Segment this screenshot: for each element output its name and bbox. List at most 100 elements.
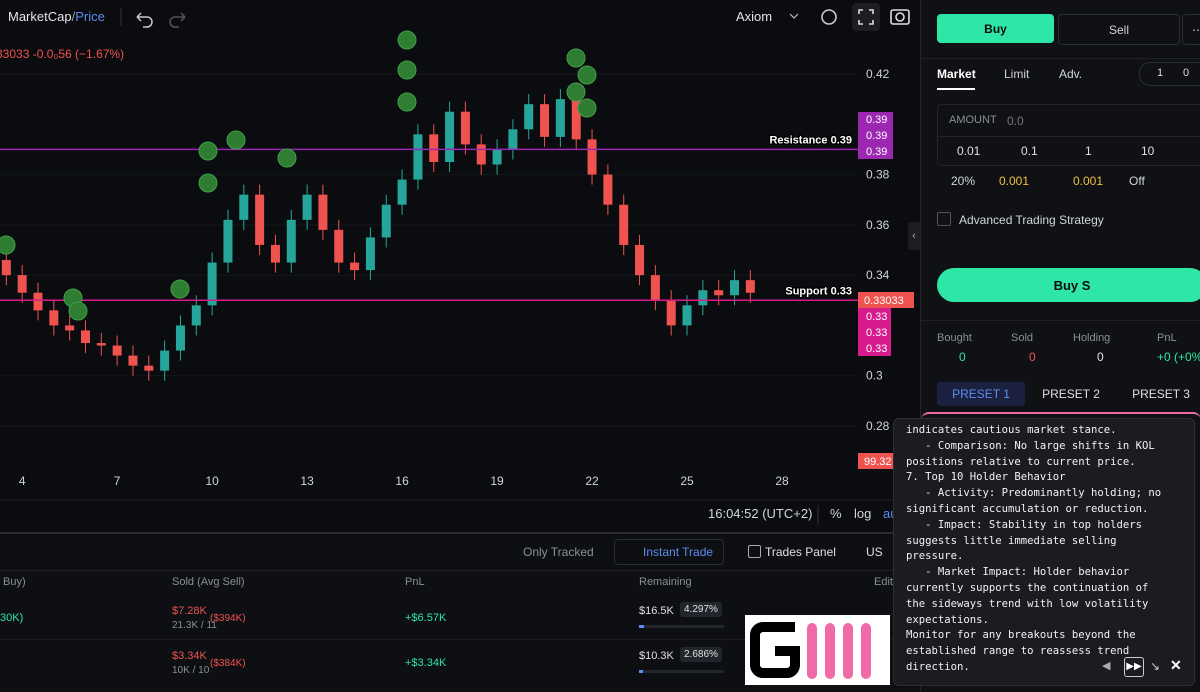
tab-active[interactable]: Instant Trade — [614, 539, 725, 565]
marker[interactable] — [68, 301, 88, 321]
mev[interactable]: Off — [1129, 174, 1145, 188]
marker[interactable] — [0, 235, 16, 255]
edit[interactable]: Edit — [874, 576, 893, 588]
marker[interactable] — [277, 148, 297, 168]
fullscreen[interactable] — [858, 9, 874, 25]
priority[interactable]: 0.001 — [999, 174, 1030, 188]
buy-tab[interactable]: Buy — [937, 14, 1054, 43]
source[interactable]: Axiom — [736, 9, 772, 24]
legend: 0.33033 -0.0₀56 (−1.67%) — [0, 47, 124, 61]
bottom-panel: Only Tracked Instant Trade Trades Panel … — [0, 535, 920, 692]
strategy[interactable]: Advanced Trading Strategy — [959, 213, 1104, 227]
ai-line: direction. — [906, 660, 970, 673]
source-caret[interactable] — [789, 13, 799, 19]
candle-body — [413, 134, 423, 180]
x-tick-label: 25 — [680, 474, 694, 488]
order-tab[interactable]: Adv. — [1059, 67, 1083, 81]
current-bg — [858, 292, 914, 308]
cell: $16.5K — [639, 605, 674, 617]
preset[interactable]: PRESET 2 — [1042, 387, 1100, 401]
candle-body — [96, 343, 106, 346]
candle-body — [318, 194, 328, 230]
speaker[interactable]: ◀ — [1102, 660, 1111, 672]
logo-bar — [843, 623, 853, 679]
badge-bg — [858, 112, 893, 159]
candle-body — [144, 365, 154, 371]
candle-body — [460, 111, 470, 145]
percent-toggle[interactable]: % — [830, 506, 842, 521]
settings[interactable] — [821, 9, 837, 25]
marker[interactable] — [170, 279, 190, 299]
marker[interactable] — [566, 82, 586, 102]
divider — [921, 58, 1200, 59]
ai-line: indicates cautious market stance. — [906, 424, 1117, 436]
order-tab[interactable]: Limit — [1004, 67, 1030, 81]
sell-tab[interactable]: Sell — [1058, 14, 1180, 45]
candle-body — [128, 355, 138, 366]
tab[interactable]: US — [866, 545, 883, 559]
fullscreen-bg[interactable] — [852, 3, 880, 31]
y-tick-label: 0.38 — [866, 168, 890, 182]
candle-body — [65, 325, 75, 331]
marker[interactable] — [397, 30, 417, 50]
buy-button[interactable]: Buy S — [937, 268, 1200, 302]
y-tick-label: 0.3 — [866, 369, 883, 383]
tab-icon — [748, 545, 761, 558]
ai-line: Monitor for any breakouts beyond the — [906, 629, 1136, 642]
ai-line: - Activity: Predominantly holding; no — [906, 487, 1162, 500]
screenshot[interactable] — [890, 9, 910, 25]
marker[interactable] — [198, 173, 218, 193]
checkbox[interactable] — [937, 212, 951, 226]
stat-label: Bought — [937, 332, 972, 344]
candle-body — [239, 194, 249, 220]
order-tab[interactable]: Market — [937, 67, 976, 81]
progress — [639, 625, 724, 628]
quick-amount[interactable]: 0.01 — [957, 144, 981, 158]
preset[interactable]: PRESET 3 — [1132, 387, 1190, 401]
quick-amount[interactable]: 0.1 — [1021, 144, 1038, 158]
amount-input[interactable]: 0.0 — [1007, 114, 1024, 128]
badge: 0.39 — [866, 146, 887, 158]
skip[interactable]: ▶▶ — [1124, 657, 1144, 677]
wallet-pill[interactable] — [1139, 62, 1200, 86]
quick-amount[interactable]: 1 — [1085, 144, 1092, 158]
redo[interactable] — [169, 12, 186, 28]
cell: 10K / 10 — [172, 665, 210, 676]
candle-body — [175, 325, 185, 351]
candle-body — [191, 305, 201, 326]
trade-markers — [0, 30, 597, 321]
slippage[interactable]: 20% — [951, 174, 976, 188]
marker[interactable] — [198, 141, 218, 161]
marker[interactable] — [566, 48, 586, 68]
preset-active[interactable]: PRESET 1 — [937, 382, 1025, 406]
marker[interactable] — [397, 92, 417, 112]
progress — [639, 670, 724, 673]
x-tick-label: 28 — [775, 474, 789, 488]
minimize[interactable]: ↘ — [1150, 659, 1161, 673]
badge-bg — [858, 308, 891, 356]
marker[interactable] — [226, 130, 246, 150]
marker[interactable] — [577, 65, 597, 85]
quick-amount[interactable]: 10 — [1141, 144, 1155, 158]
cell: $7.28K — [172, 605, 207, 617]
logo-bar — [825, 623, 835, 679]
marker[interactable] — [577, 98, 597, 118]
marker[interactable] — [397, 60, 417, 80]
log-toggle[interactable]: log — [854, 506, 871, 521]
volume-bg — [858, 453, 898, 469]
more[interactable]: ⋯ — [1182, 14, 1200, 45]
price-toggle[interactable]: Price — [75, 9, 105, 24]
y-tick-label: 0.34 — [866, 268, 890, 282]
tab[interactable]: Only Tracked — [523, 545, 594, 559]
candle-body — [429, 134, 439, 162]
ai-line: 7. Top 10 Holder Behavior — [906, 471, 1066, 484]
close[interactable]: ✕ — [1170, 657, 1182, 673]
undo[interactable] — [136, 12, 153, 28]
candle-body — [49, 310, 59, 326]
tab[interactable]: Trades Panel — [765, 545, 836, 559]
candle-body — [666, 300, 676, 326]
collapse[interactable]: ‹ — [908, 222, 920, 250]
market-cap[interactable]: MarketCap — [8, 9, 72, 24]
candle-body — [730, 280, 740, 296]
bribe[interactable]: 0.001 — [1073, 174, 1104, 188]
